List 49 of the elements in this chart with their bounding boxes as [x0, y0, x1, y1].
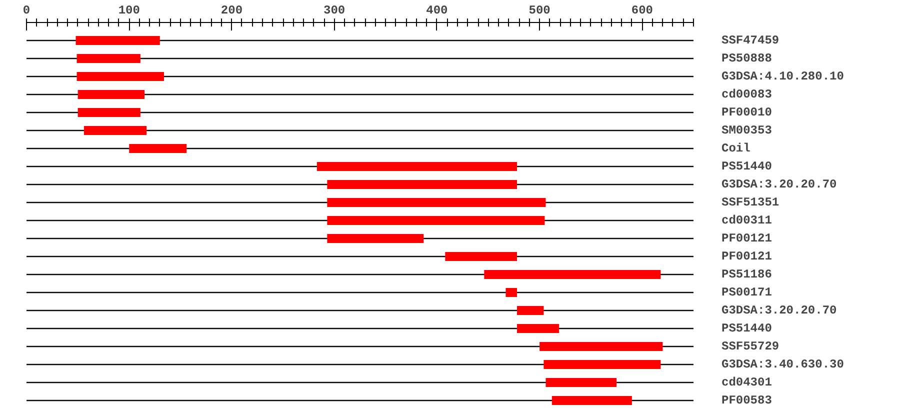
bar [327, 180, 517, 189]
y-tick-label: G3DSA:4.10.280.10 [722, 70, 844, 84]
bar [517, 306, 544, 315]
x-tick-label: 100 [118, 4, 140, 18]
y-tick-label: cd04301 [722, 376, 772, 390]
y-tick-label: PS51186 [722, 268, 772, 282]
bar [546, 378, 617, 387]
bar [445, 252, 517, 261]
bar [506, 288, 517, 297]
y-tick-label: SSF55729 [722, 340, 780, 354]
y-tick-label: PF00010 [722, 106, 772, 120]
bar [552, 396, 632, 405]
y-tick-label: SSF47459 [722, 34, 780, 48]
bar [76, 36, 160, 45]
bar [544, 360, 661, 369]
bar [484, 270, 661, 279]
bar [517, 324, 560, 333]
y-tick-label: cd00083 [722, 88, 772, 102]
x-tick-label: 500 [528, 4, 550, 18]
bar [76, 72, 164, 81]
bar [129, 144, 187, 153]
bar [316, 162, 517, 171]
y-tick-label: SSF51351 [722, 196, 780, 210]
y-tick-label: PF00121 [722, 250, 772, 264]
bar [78, 108, 140, 117]
y-tick-label: G3DSA:3.20.20.70 [722, 304, 837, 318]
y-tick-label: PS00171 [722, 286, 772, 300]
bar [84, 126, 147, 135]
x-tick-label: 400 [426, 4, 448, 18]
y-tick-label: SM00353 [722, 124, 772, 138]
y-tick-label: PS51440 [722, 160, 772, 174]
y-tick-label: G3DSA:3.20.20.70 [722, 178, 837, 192]
x-tick-label: 600 [631, 4, 653, 18]
x-tick-label: 200 [220, 4, 243, 18]
bar [78, 90, 145, 99]
bar [327, 234, 424, 243]
bar [327, 198, 546, 207]
y-tick-label: cd00311 [722, 214, 772, 228]
y-tick-label: PF00121 [722, 232, 772, 246]
bar [540, 342, 663, 351]
y-tick-label: PS50888 [722, 52, 772, 66]
x-tick-label: 300 [324, 4, 346, 18]
y-tick-label: G3DSA:3.40.630.30 [722, 358, 844, 372]
x-tick-label: 0 [22, 4, 30, 18]
y-tick-label: PF00583 [722, 394, 772, 408]
y-tick-label: Coil [722, 142, 750, 156]
y-tick-label: PS51440 [722, 322, 772, 336]
bar [327, 216, 545, 225]
bar [76, 54, 140, 63]
